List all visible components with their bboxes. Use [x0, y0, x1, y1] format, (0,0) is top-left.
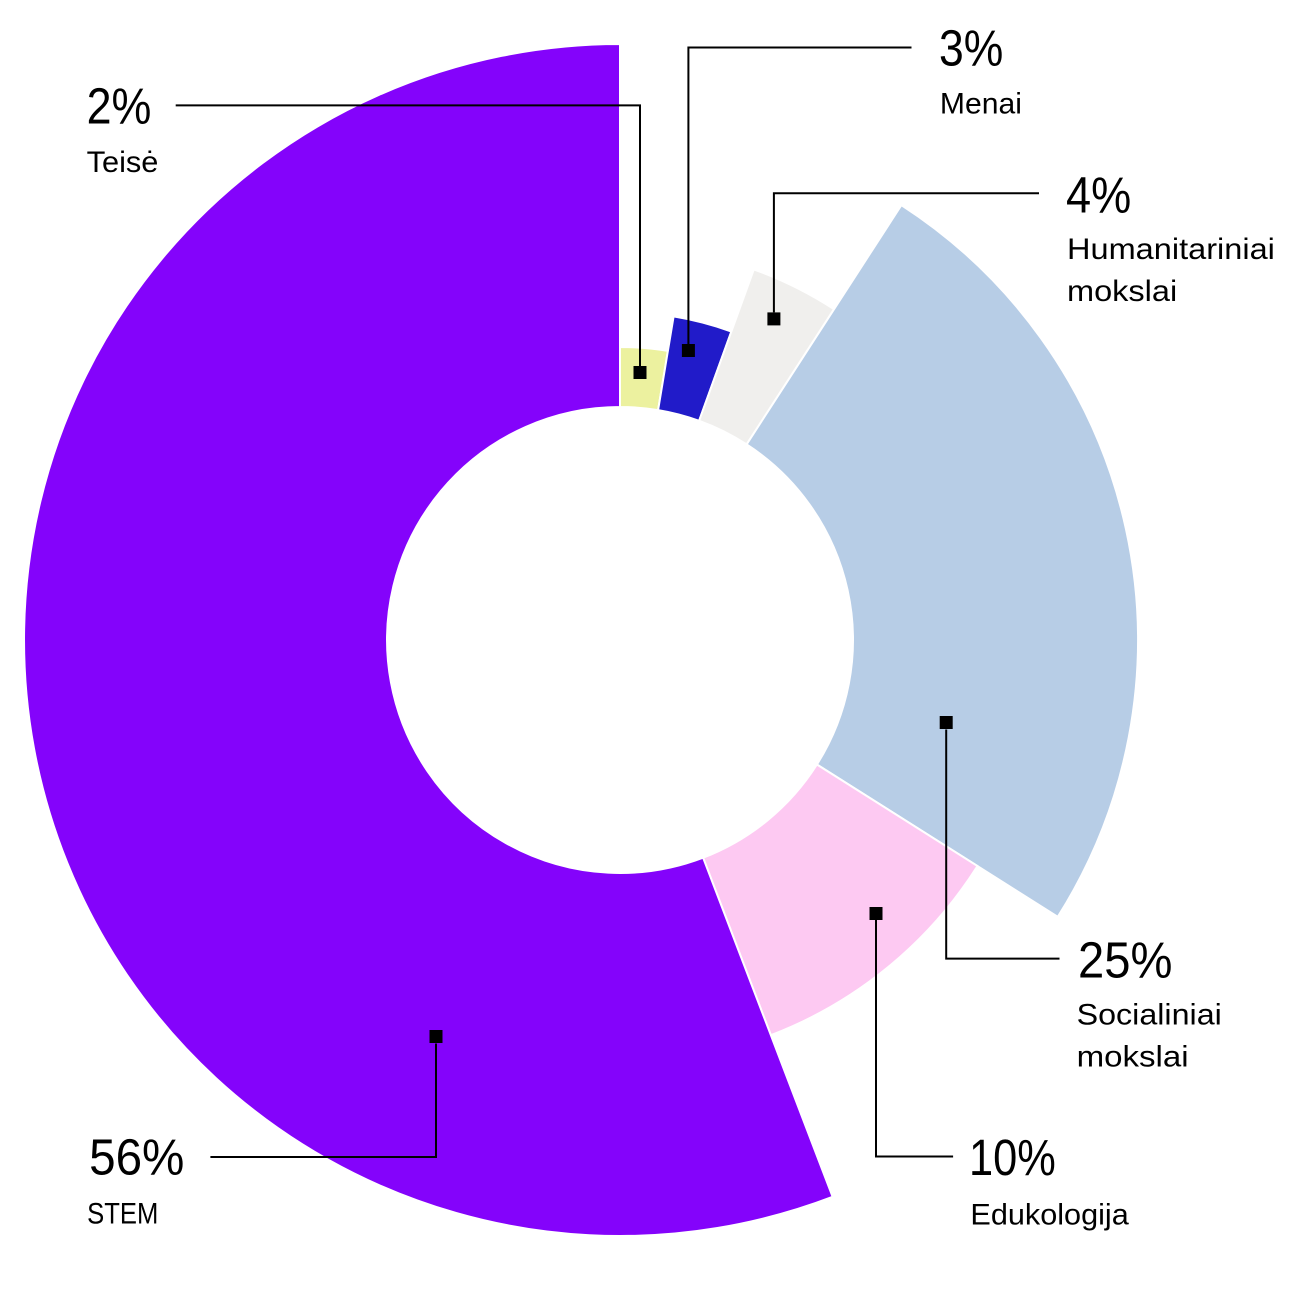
svg-text:mokslai: mokslai	[1067, 275, 1177, 308]
svg-text:Socialiniai: Socialiniai	[1077, 999, 1222, 1032]
svg-text:2%: 2%	[87, 78, 152, 135]
svg-text:3%: 3%	[939, 20, 1003, 77]
svg-text:STEM: STEM	[87, 1197, 158, 1230]
svg-text:56%: 56%	[89, 1128, 184, 1185]
svg-text:Edukologija: Edukologija	[970, 1198, 1129, 1231]
svg-text:25%: 25%	[1078, 932, 1172, 989]
svg-text:Teisė: Teisė	[87, 146, 159, 179]
svg-text:mokslai: mokslai	[1077, 1040, 1189, 1073]
svg-text:Menai: Menai	[940, 88, 1022, 121]
svg-text:10%: 10%	[969, 1129, 1056, 1186]
svg-text:4%: 4%	[1066, 167, 1131, 224]
svg-text:Humanitariniai: Humanitariniai	[1067, 233, 1275, 266]
